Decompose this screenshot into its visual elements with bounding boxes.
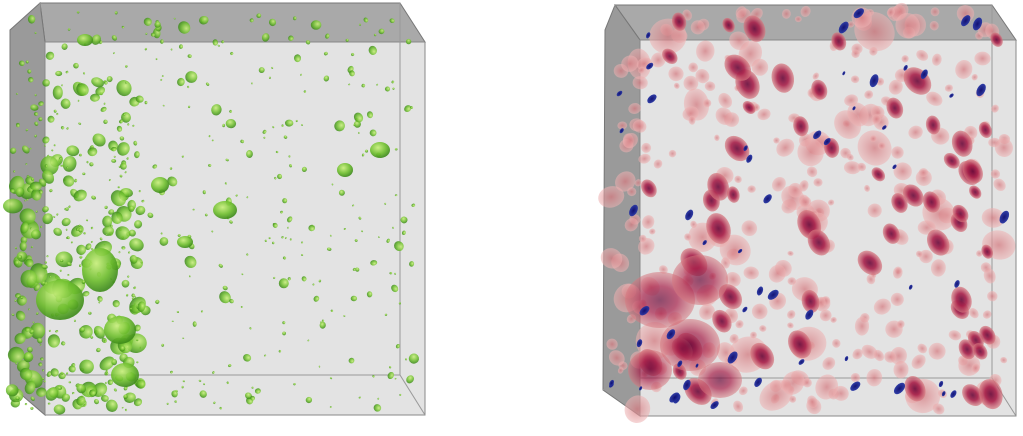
green-blob: [36, 280, 84, 320]
green-blob: [272, 242, 274, 245]
green-blob: [25, 403, 28, 405]
right-volume: [596, 0, 1019, 426]
left-volume: [3, 3, 425, 416]
green-blob: [151, 177, 169, 193]
green-blob: [53, 86, 63, 100]
green-blob: [353, 124, 355, 126]
red-blob: [672, 255, 728, 305]
green-blob: [337, 163, 353, 177]
pink-blob: [813, 178, 822, 186]
green-blob: [111, 363, 139, 387]
green-blob: [58, 386, 62, 390]
page: (() => { const NS = 'http://www.w3.org/2…: [0, 0, 1023, 436]
box-front: [45, 42, 425, 415]
green-blob: [48, 334, 60, 347]
green-blob: [213, 201, 237, 219]
scene: [0, 0, 1023, 436]
red-blob: [698, 362, 742, 398]
green-blob: [370, 142, 390, 158]
green-blob: [82, 248, 118, 292]
green-blob: [77, 34, 93, 46]
pink-blob: [773, 137, 779, 143]
green-blob: [177, 236, 193, 248]
pink-blob: [988, 138, 1000, 147]
green-blob: [104, 316, 136, 344]
green-blob: [30, 407, 34, 411]
red-blob: [628, 350, 672, 390]
